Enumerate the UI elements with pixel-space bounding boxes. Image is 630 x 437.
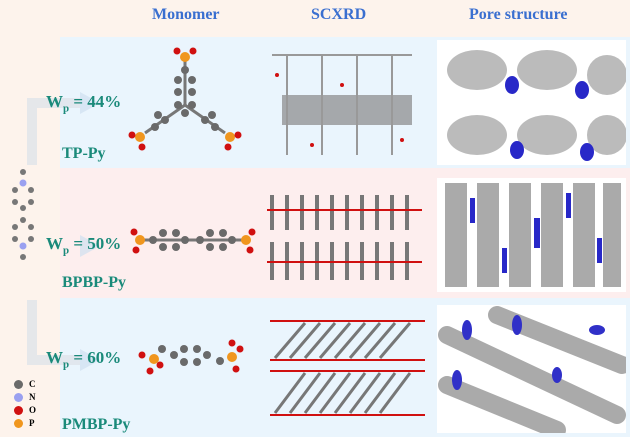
legend-item-p: P [14,418,35,428]
name-tp-py: TP-Py [62,145,106,162]
legend-item-o: O [14,405,36,415]
pore-structure-pmbp-py [437,305,626,433]
legend-item-n: N [14,392,36,402]
name-bpbp-py: BPBP-Py [62,274,126,291]
legend-item-c: C [14,379,36,389]
scxrd-pmbp-py [270,320,425,416]
pore-structure-tp-py [437,40,626,165]
monomer-bpbp [130,228,256,254]
header-pore-structure: Pore structure [469,6,568,23]
name-pmbp-py: PMBP-Py [62,416,131,433]
header-monomer: Monomer [152,6,220,23]
scxrd-bpbp-py [267,195,422,280]
pore-structure-bpbp-py [437,178,626,292]
monomer-tp [128,47,242,151]
header-scxrd: SCXRD [311,6,367,23]
viologen-molecule [12,169,34,260]
wp-label-tp-py: Wp = 44% [46,92,122,115]
scxrd-tp-py [272,54,412,155]
wp-label-pmbp-py: Wp = 60% [46,348,122,371]
wp-label-bpbp-py: Wp = 50% [46,234,122,257]
monomer-pmbp [138,339,244,375]
